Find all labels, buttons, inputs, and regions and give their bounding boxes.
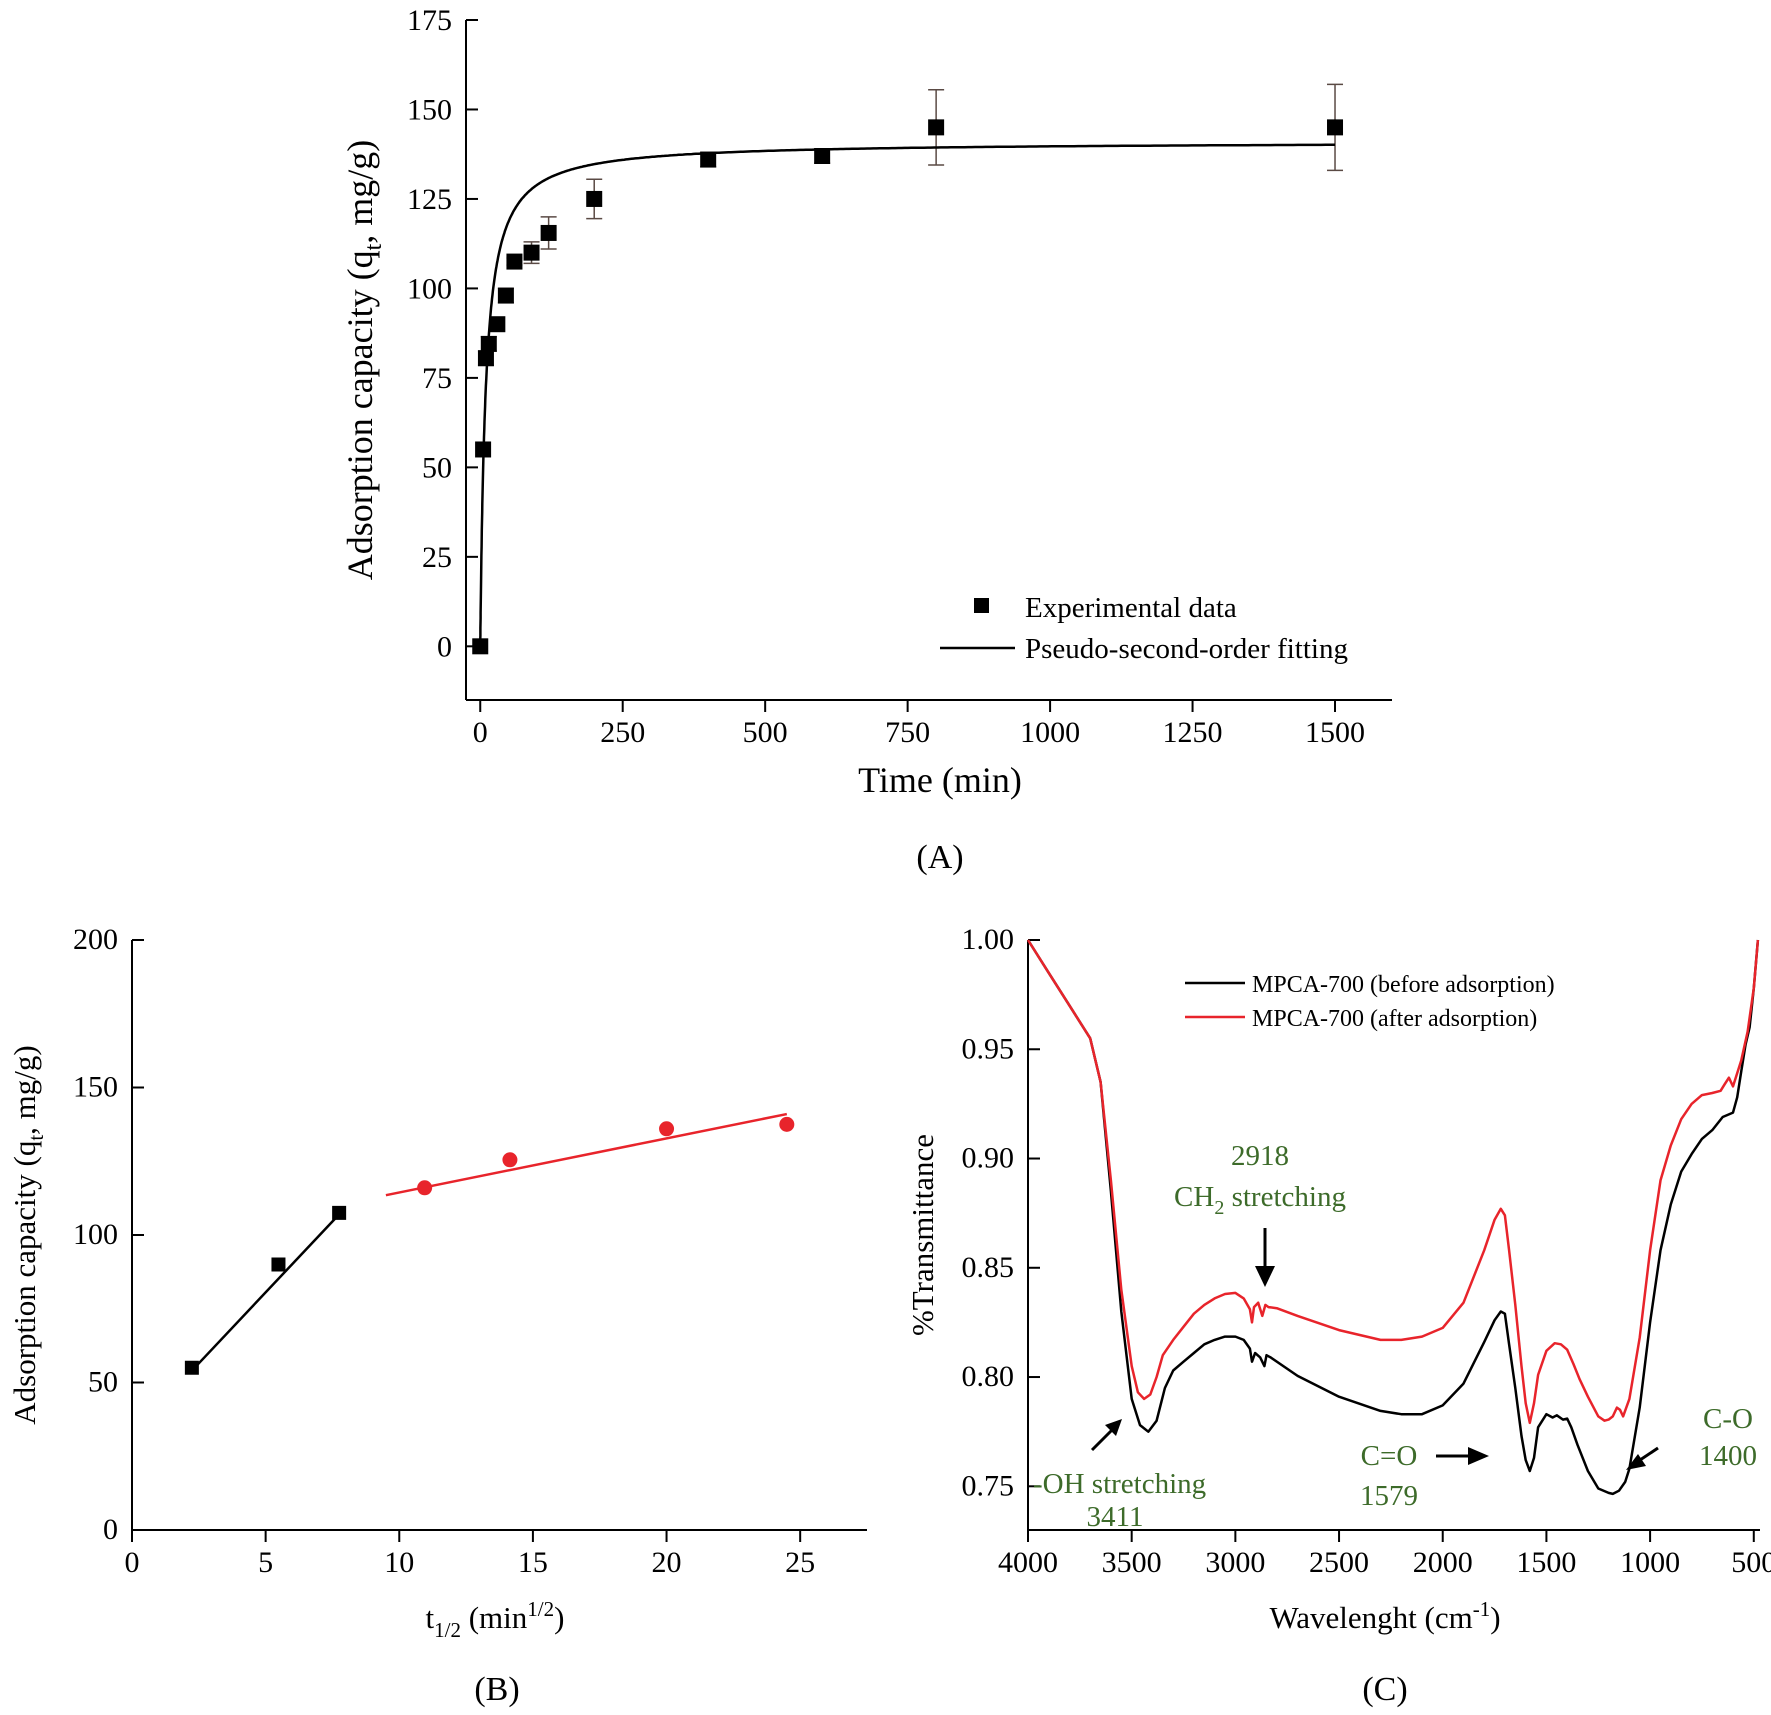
panel-c-annotation-co-double-label: C=O <box>1361 1440 1418 1472</box>
panel-a-data-point <box>489 316 505 332</box>
panel-b-point-square <box>332 1206 346 1220</box>
panel-a-x-tick-label: 1250 <box>1163 716 1223 749</box>
panel-c-y-tick-label: 0.75 <box>962 1469 1015 1502</box>
panel-b-point-circle <box>779 1117 794 1132</box>
panel-a-legend-marker <box>974 598 989 613</box>
panel-b-points <box>185 1117 794 1375</box>
panel-c-y-tick-label: 1.00 <box>962 923 1015 956</box>
panel-a-fit-curve <box>480 145 1335 647</box>
panel-b-point-square <box>271 1258 285 1272</box>
panel-c-caption: (C) <box>1362 1671 1407 1708</box>
panel-a-x-label: Time (min) <box>858 760 1022 800</box>
panel-a-data-point <box>524 245 540 261</box>
panel-c-x-tick-label: 3000 <box>1205 1546 1265 1579</box>
panel-c-annotation-oh-label: -OH stretching <box>1033 1468 1206 1500</box>
panel-c-legend-label-after: MPCA-700 (after adsorption) <box>1252 1006 1537 1032</box>
panel-b-y-label: Adsorption capacity (qt, mg/g) <box>7 1045 48 1425</box>
panel-a-y-tick-label: 50 <box>422 451 452 484</box>
panel-c-x-tick-label: 2000 <box>1413 1546 1473 1579</box>
panel-c-arrow-co-single-shaft <box>1640 1448 1658 1460</box>
panel-a-data-point <box>478 350 494 366</box>
panel-a-x-tick-label: 1000 <box>1020 716 1080 749</box>
panel-a-x-tick-label: 750 <box>885 716 930 749</box>
panel-b-fit-lines <box>192 1114 787 1371</box>
panel-b-y-tick-label: 150 <box>73 1071 118 1104</box>
panel-c-y-tick-label: 0.80 <box>962 1360 1015 1393</box>
panel-a-y-tick-label: 25 <box>422 541 452 574</box>
panel-a-data-point <box>506 254 522 270</box>
panel-b-y-tick-label: 100 <box>73 1218 118 1251</box>
panel-c-x-label: Wavelenght (cm-1) <box>1269 1597 1500 1635</box>
panel-a-data-point <box>481 336 497 352</box>
panel-c-arrow-co-double-head <box>1468 1447 1489 1465</box>
panel-a-caption: (A) <box>916 839 963 876</box>
panel-a-x-tick-label: 250 <box>600 716 645 749</box>
panel-a-x-tick-label: 500 <box>743 716 788 749</box>
panel-a-chart: 0 25 50 75 100 125 150 175 0 250 500 750 1000 1250 150… <box>340 4 1392 876</box>
panel-b-x-tick-label: 25 <box>785 1546 815 1579</box>
panel-c-x-tick-label: 500 <box>1731 1546 1771 1579</box>
panel-c-arrow-ch2-head <box>1255 1266 1275 1287</box>
panel-a-y-tick-label: 0 <box>437 630 452 663</box>
panel-c-x-tick-label: 2500 <box>1309 1546 1369 1579</box>
panel-c-annotation-co-double-value: 1579 <box>1360 1480 1418 1512</box>
panel-c-legend-label-before: MPCA-700 (before adsorption) <box>1252 972 1555 998</box>
panel-a-x-tick-label: 1500 <box>1305 716 1365 749</box>
panel-c-x-tick-label: 3500 <box>1102 1546 1162 1579</box>
panel-b-caption: (B) <box>474 1671 519 1708</box>
panel-c-y-tick-label: 0.90 <box>962 1142 1015 1175</box>
panel-c-arrow-oh-shaft <box>1092 1429 1113 1450</box>
panel-b-point-square <box>185 1361 199 1375</box>
panel-c-annotation-ch2-label: CH2 stretching <box>1174 1181 1346 1219</box>
panel-c-x-tick-label: 1000 <box>1620 1546 1680 1579</box>
panel-a-y-tick-label: 75 <box>422 362 452 395</box>
panel-b-y-tick-label: 50 <box>88 1366 118 1399</box>
panel-a-data-point <box>586 191 602 207</box>
panel-b-x-label: t1/2 (min1/2) <box>426 1597 565 1642</box>
panel-a-data-point <box>475 441 491 457</box>
panel-a-y-tick-label: 100 <box>407 272 452 305</box>
panel-b-x-tick-label: 0 <box>125 1546 140 1579</box>
panel-b-point-circle <box>659 1121 674 1136</box>
panel-b-ticks: 0 50 100 150 200 0 5 10 15 20 25 <box>73 923 815 1579</box>
panel-b-x-tick-label: 10 <box>384 1546 414 1579</box>
panel-b-y-tick-label: 200 <box>73 923 118 956</box>
panel-c-annotation-oh-value: 3411 <box>1087 1501 1144 1533</box>
panel-a-data-point <box>1327 119 1343 135</box>
panel-a-data-point <box>498 288 514 304</box>
panel-c-chart: 0.75 0.80 0.85 0.90 0.95 1.00 4000 3500 3000 2500… <box>905 923 1771 1708</box>
panel-b-y-tick-label: 0 <box>103 1513 118 1546</box>
panel-a-data-point <box>928 119 944 135</box>
panel-b-x-tick-label: 20 <box>652 1546 682 1579</box>
panel-c-annotation-2918-value: 2918 <box>1231 1140 1289 1172</box>
panel-c-x-tick-label: 4000 <box>998 1546 1058 1579</box>
panel-b-x-tick-label: 5 <box>258 1546 273 1579</box>
panel-a-data-point <box>700 152 716 168</box>
panel-a-y-tick-label: 150 <box>407 93 452 126</box>
panel-c-annotation-co-single-value: 1400 <box>1699 1440 1757 1472</box>
panel-c-y-tick-label: 0.85 <box>962 1251 1015 1284</box>
panel-b-point-circle <box>417 1180 432 1195</box>
panel-b-x-tick-label: 15 <box>518 1546 548 1579</box>
panel-a-legend-label-experimental: Experimental data <box>1025 592 1237 624</box>
panel-a-data-point <box>472 638 488 654</box>
panel-a-data-point <box>814 148 830 164</box>
panel-b-point-circle <box>502 1152 517 1167</box>
panel-a-y-tick-label: 125 <box>407 183 452 216</box>
panel-a-legend-label-fit: Pseudo-second-order fitting <box>1025 633 1348 665</box>
panel-c-annotation-co-single-label: C-O <box>1703 1403 1753 1435</box>
panel-a-points <box>472 119 1343 654</box>
panel-c-y-tick-label: 0.95 <box>962 1032 1015 1065</box>
panel-b-fit-line <box>386 1114 787 1195</box>
panel-a-y-tick-label: 175 <box>407 4 452 37</box>
panel-a-data-point <box>541 225 557 241</box>
panel-a-error-bars <box>478 84 1343 365</box>
panel-a-x-tick-label: 0 <box>473 716 488 749</box>
panel-a-y-label: Adsorption capacity (qt, mg/g) <box>340 140 387 581</box>
panel-b-chart: 0 50 100 150 200 0 5 10 15 20 25 t1/2 (min1/2) Ads… <box>7 923 867 1708</box>
panel-c-y-label: %Transmittance <box>905 1134 940 1336</box>
panel-c-x-tick-label: 1500 <box>1516 1546 1576 1579</box>
panel-b-fit-line <box>192 1214 339 1370</box>
